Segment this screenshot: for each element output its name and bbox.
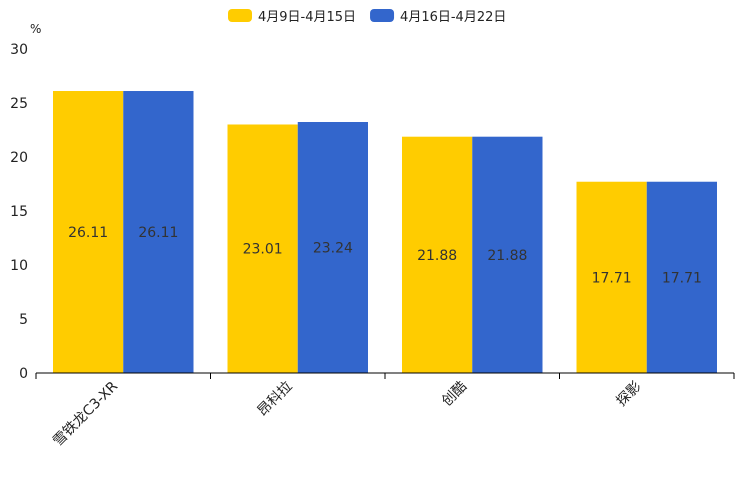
y-tick-label: 15 — [10, 204, 28, 220]
data-label: 21.88 — [417, 248, 457, 264]
x-tick-label: 昂科拉 — [255, 379, 296, 420]
y-tick-label: 5 — [19, 312, 28, 328]
data-label: 26.11 — [138, 225, 178, 241]
legend-swatch[interactable] — [228, 9, 252, 22]
bar[interactable] — [227, 124, 298, 373]
y-tick-label: 30 — [10, 42, 28, 58]
y-tick-label: 10 — [10, 258, 28, 274]
y-tick-label: 20 — [10, 150, 28, 166]
y-tick-label: 25 — [10, 96, 28, 112]
x-tick-label: 雪铁龙C3-XR — [50, 378, 121, 449]
bar[interactable] — [646, 181, 717, 373]
data-label: 17.71 — [592, 270, 632, 286]
data-label: 26.11 — [68, 225, 108, 241]
y-axis-unit: % — [30, 22, 41, 36]
data-label: 17.71 — [662, 270, 702, 286]
bar[interactable] — [297, 122, 368, 374]
bar[interactable] — [53, 91, 124, 374]
bar[interactable] — [123, 91, 194, 374]
bar[interactable] — [472, 136, 543, 373]
data-label: 21.88 — [487, 248, 527, 264]
data-label: 23.24 — [313, 241, 353, 257]
x-tick-label: 探影 — [613, 379, 644, 410]
bar[interactable] — [576, 181, 647, 373]
legend-swatch[interactable] — [370, 9, 395, 22]
bar[interactable] — [402, 136, 473, 373]
y-tick-label: 0 — [19, 366, 28, 382]
data-label: 23.01 — [243, 242, 283, 258]
legend-label[interactable]: 4月9日-4月15日 — [258, 10, 356, 25]
legend-label[interactable]: 4月16日-4月22日 — [400, 10, 506, 25]
x-tick-label: 创酷 — [439, 379, 470, 410]
